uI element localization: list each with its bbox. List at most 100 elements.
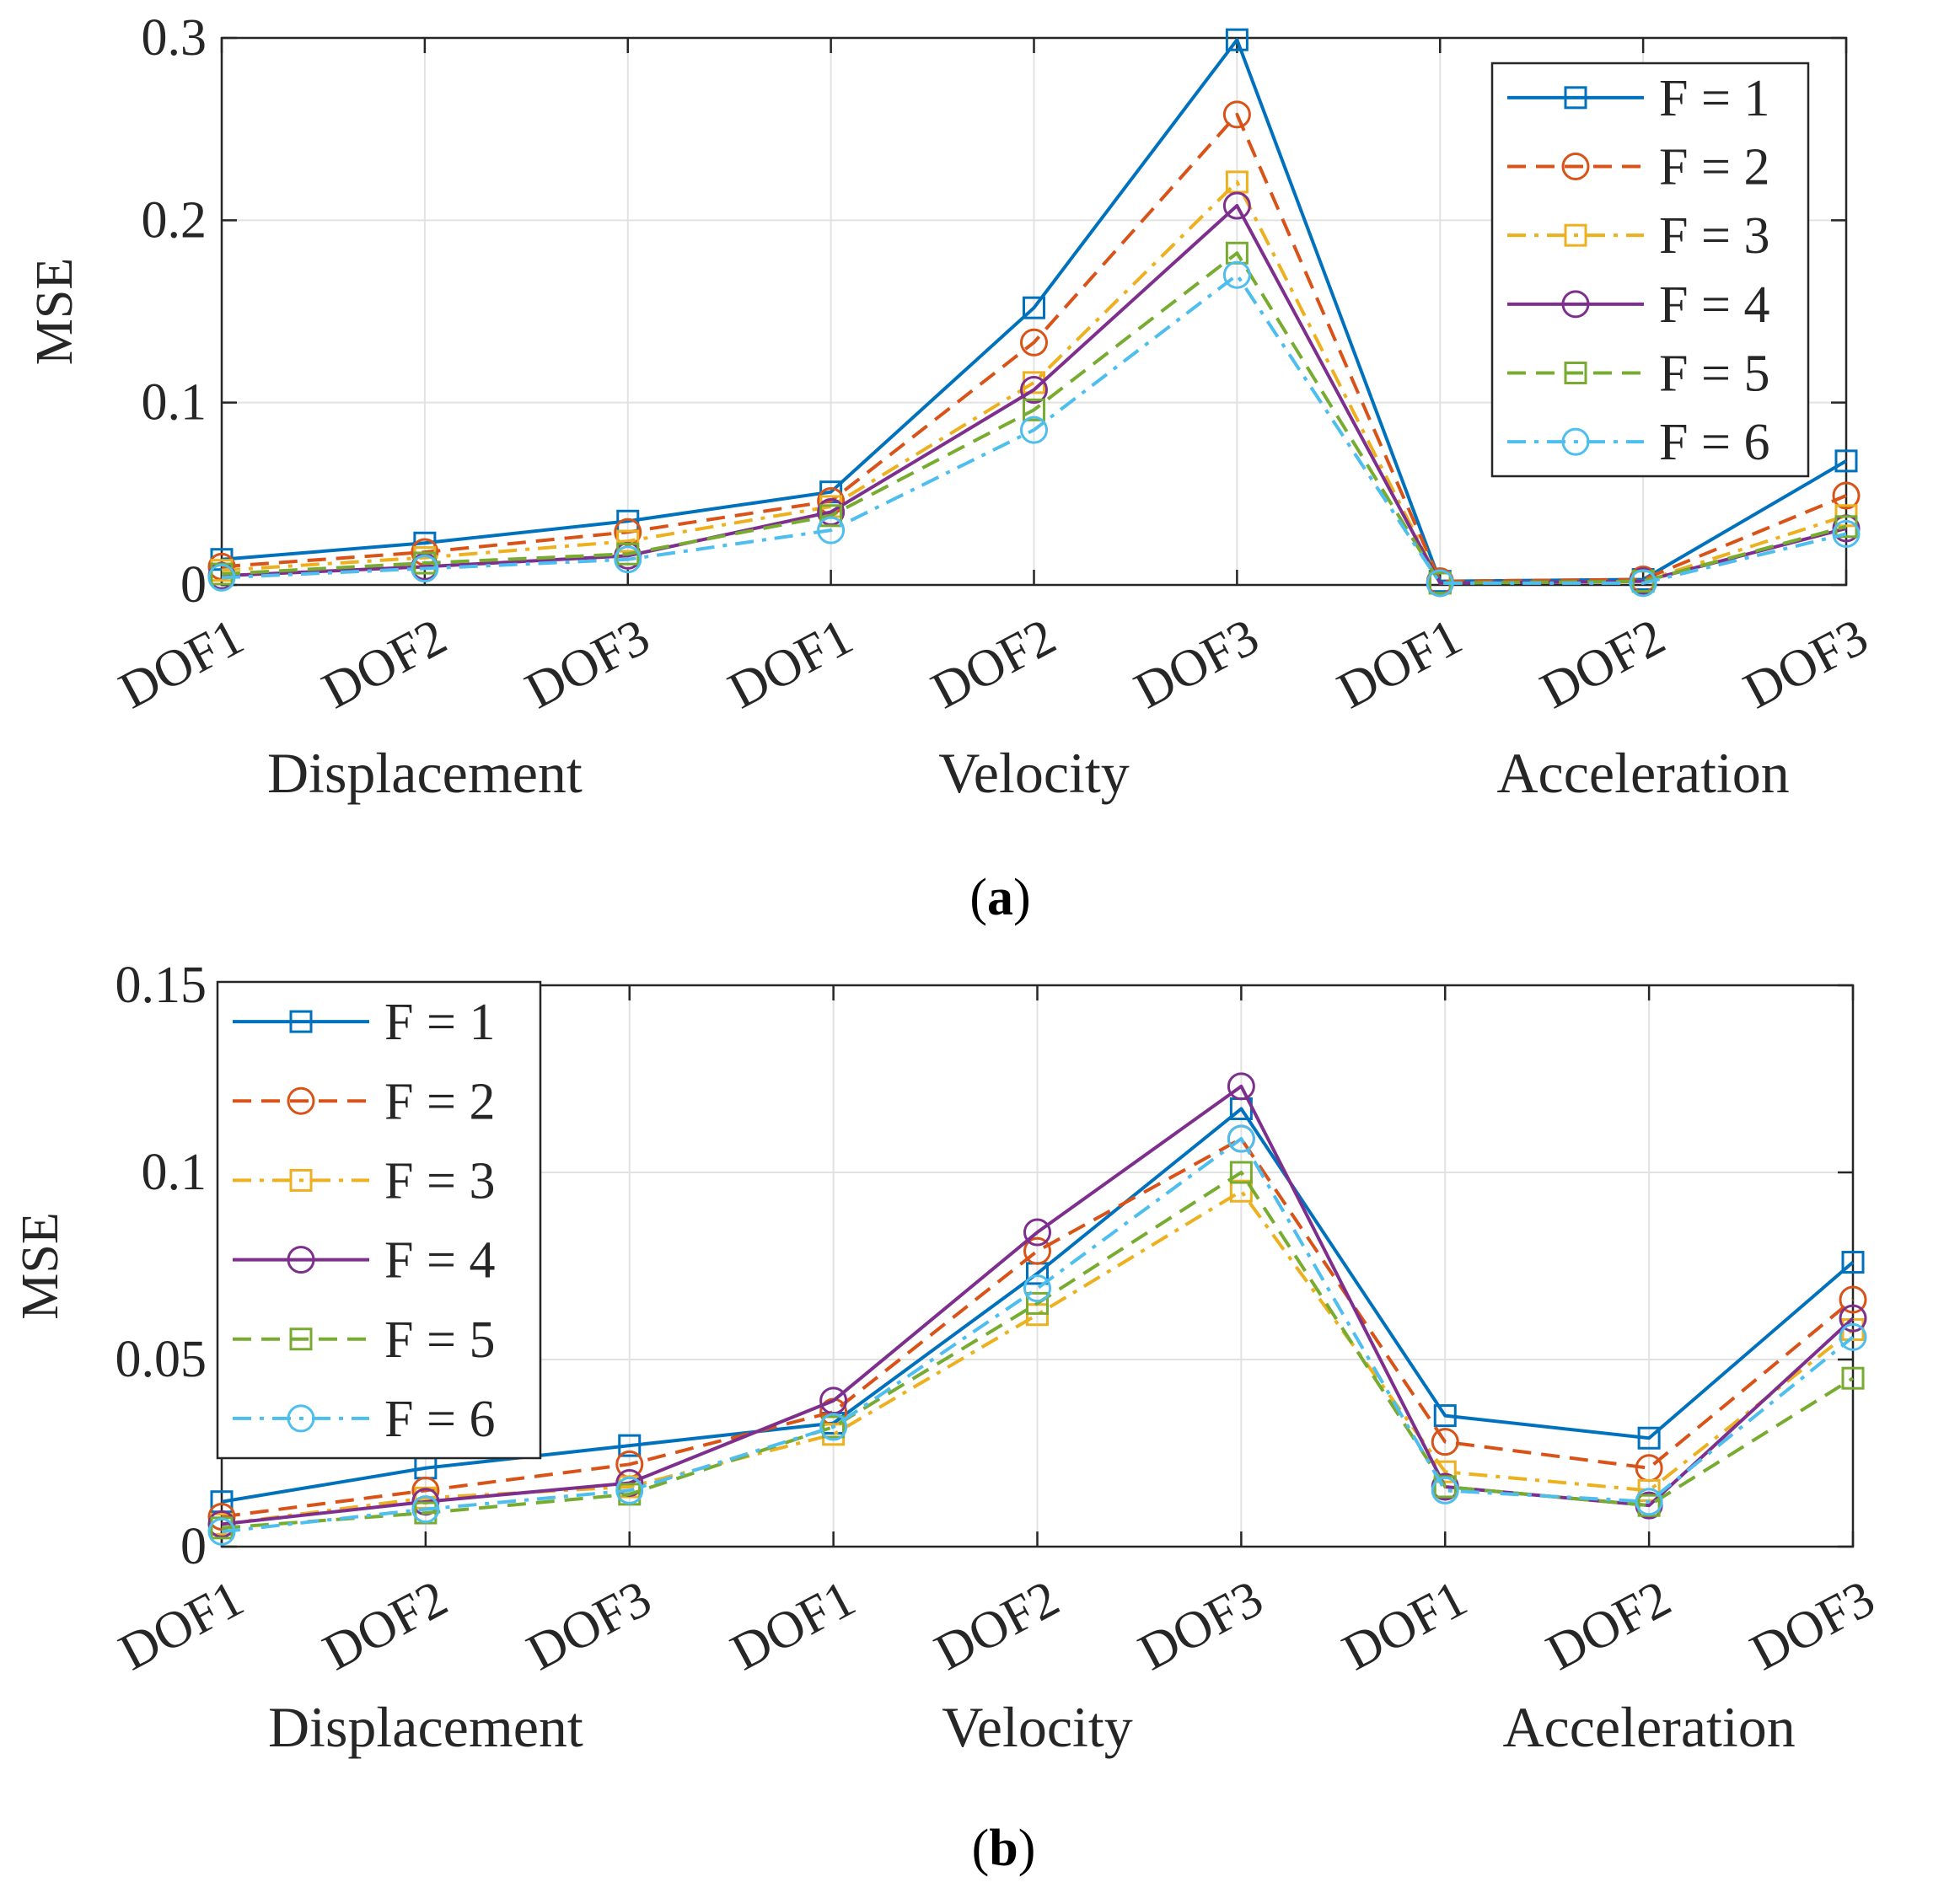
x-tick-label: DOF1 — [110, 1569, 253, 1681]
panel-caption: (a) — [969, 869, 1030, 926]
legend-label: F = 2 — [1659, 139, 1769, 196]
y-tick-label: 0.1 — [142, 1144, 207, 1201]
legend: F = 1 F = 2 F = 3 F = 4 F = 5 F = 6 — [1490, 62, 1810, 478]
x-tick-label: DOF2 — [314, 608, 456, 720]
data-point — [1426, 569, 1454, 598]
x-tick-label: DOF1 — [719, 608, 862, 720]
data-point — [289, 1327, 313, 1351]
panel-caption-letter: a — [987, 869, 1013, 926]
x-tick-label: DOF2 — [1532, 608, 1674, 720]
series-line — [221, 1107, 1855, 1504]
data-point — [817, 516, 846, 544]
group-label: Displacement — [268, 1695, 583, 1759]
x-tick-label: DOF3 — [1735, 608, 1877, 720]
data-point — [1839, 1285, 1867, 1314]
data-point — [819, 1413, 848, 1441]
legend-label: F = 1 — [384, 994, 495, 1051]
data-point — [1433, 1404, 1457, 1428]
x-tick-label: DOF2 — [314, 1569, 457, 1681]
data-point — [1229, 1179, 1253, 1203]
series-line — [221, 112, 1847, 583]
data-point — [411, 1495, 440, 1524]
legend-label: F = 3 — [1659, 207, 1769, 265]
data-point — [1564, 223, 1587, 247]
panel-caption: (b) — [972, 1820, 1036, 1877]
x-tick-label: DOF1 — [110, 608, 253, 720]
data-point — [1229, 1161, 1253, 1184]
legend-label: F = 4 — [384, 1232, 495, 1290]
x-tick-label: DOF3 — [1742, 1569, 1884, 1681]
legend-label: F = 5 — [384, 1311, 495, 1369]
data-point — [1227, 1072, 1255, 1101]
y-tick-label: 0.15 — [115, 957, 207, 1014]
data-point — [1832, 519, 1861, 548]
data-point — [618, 1434, 642, 1457]
y-axis-label: MSE — [26, 258, 83, 365]
data-point — [1839, 1304, 1867, 1333]
data-point — [1832, 481, 1861, 510]
panel-caption-letter: b — [989, 1820, 1018, 1877]
panel-a-chart: 0 0.1 0.2 0.3 DOF1 DOF2 DOF3 DOF1 DOF2 DOF3 DOF1 DO… — [26, 9, 1877, 926]
series-line — [221, 273, 1847, 585]
data-point — [819, 504, 843, 528]
data-point — [1227, 1124, 1255, 1153]
data-point — [287, 1246, 315, 1274]
group-label: Acceleration — [1496, 741, 1789, 805]
data-point — [616, 529, 640, 553]
data-point — [287, 1404, 315, 1433]
x-tick-label: DOF2 — [926, 1569, 1068, 1681]
group-label: Velocity — [942, 1695, 1133, 1759]
series-6 — [207, 1124, 1867, 1546]
series-line — [221, 1137, 1855, 1519]
legend-box — [216, 980, 542, 1460]
data-point — [411, 538, 439, 566]
data-point — [1222, 260, 1251, 289]
data-point — [1629, 569, 1657, 598]
group-label: Acceleration — [1502, 1695, 1795, 1759]
data-point — [1564, 362, 1587, 384]
panel-b-chart: 0 0.05 0.1 0.15 DOF1 DOF2 DOF3 DOF1 DOF2 DOF3 DOF1… — [12, 957, 1884, 1877]
legend-label: F = 5 — [1659, 346, 1769, 403]
y-tick-label: 0.2 — [142, 191, 207, 249]
legend-label: F = 6 — [384, 1391, 495, 1448]
data-point — [615, 1476, 644, 1504]
data-point — [1834, 449, 1858, 473]
data-point — [1431, 1428, 1459, 1456]
y-tick-label: 0 — [180, 556, 207, 614]
x-tick-label: DOF3 — [1125, 608, 1268, 720]
legend-label: F = 3 — [384, 1152, 495, 1209]
data-point — [614, 545, 642, 574]
y-axis-label: MSE — [12, 1212, 69, 1319]
data-point — [207, 1517, 236, 1546]
data-point — [1222, 191, 1251, 220]
data-point — [1222, 100, 1251, 129]
y-tick-label: 0.05 — [115, 1331, 207, 1388]
data-point — [1023, 398, 1045, 421]
data-point — [1635, 1488, 1663, 1516]
data-point — [1431, 1476, 1459, 1504]
x-tick-label: DOF1 — [1329, 608, 1471, 720]
legend-label: F = 4 — [1659, 276, 1769, 334]
data-point — [1841, 1251, 1865, 1274]
x-tick-label: DOF3 — [517, 608, 659, 720]
series-line — [221, 1137, 1855, 1534]
legend-label: F = 6 — [1659, 414, 1769, 471]
data-point — [289, 1010, 313, 1033]
data-point — [1225, 28, 1248, 51]
data-point — [822, 1415, 846, 1439]
data-point — [1023, 1218, 1051, 1247]
data-point — [289, 1168, 313, 1192]
data-point — [1023, 296, 1045, 319]
data-point — [1839, 1322, 1867, 1351]
data-point — [207, 1502, 236, 1531]
data-point — [1026, 1291, 1049, 1315]
x-tick-label: DOF1 — [1334, 1569, 1476, 1681]
data-point — [411, 555, 439, 583]
legend-label: F = 1 — [1659, 70, 1769, 127]
data-point — [1561, 427, 1590, 456]
legend: F = 1 F = 2 F = 3 F = 4 F = 5 F = 6 — [216, 980, 542, 1460]
legend-label: F = 2 — [384, 1073, 495, 1130]
data-point — [207, 563, 236, 592]
data-point — [287, 1086, 315, 1115]
